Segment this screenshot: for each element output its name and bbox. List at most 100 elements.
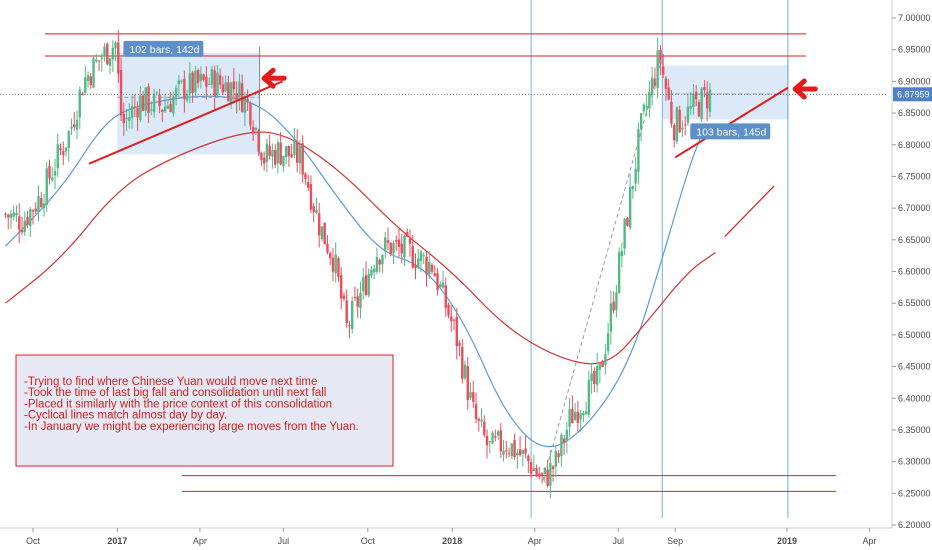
candle-body <box>172 96 175 114</box>
candle-body <box>378 259 381 265</box>
candle-body <box>551 466 555 469</box>
candle-body <box>540 473 544 475</box>
candle-body <box>26 217 29 225</box>
candle-body <box>320 226 324 240</box>
candle-body <box>67 131 70 148</box>
candle-body <box>122 113 126 124</box>
candle-body <box>428 261 431 275</box>
candle-body <box>584 411 588 415</box>
candle-body <box>524 448 527 454</box>
y-tick-label: 6.65000 <box>898 235 931 245</box>
candle-body <box>31 210 35 212</box>
projected-average-line <box>724 185 775 238</box>
candle-body <box>441 282 445 288</box>
x-tick-label: 2018 <box>442 536 462 546</box>
candle-body <box>345 300 348 324</box>
candle-body <box>218 75 222 85</box>
note-line: -Placed it similarly with the price cont… <box>24 398 332 410</box>
candle-body <box>111 47 115 60</box>
candle-body <box>623 218 626 249</box>
candle-body <box>593 370 596 385</box>
candle-body <box>213 70 216 97</box>
candle-body <box>191 72 194 93</box>
candle-body <box>425 256 428 275</box>
candle-body <box>392 243 395 254</box>
range-label: 103 bars, 145d <box>690 123 771 140</box>
candle-body <box>697 102 701 117</box>
candle-body <box>114 42 117 49</box>
moving-average-line <box>5 95 704 448</box>
candle-body <box>7 214 10 218</box>
candle-body <box>395 240 398 242</box>
candle-body <box>188 73 192 94</box>
note-line: -Took the time of last big fall and cons… <box>24 387 326 399</box>
y-tick-label: 6.80000 <box>898 140 931 150</box>
candle-body <box>51 177 54 181</box>
candle-body <box>485 435 489 446</box>
candle-body <box>488 441 492 443</box>
candle-body <box>42 203 46 208</box>
candle-body <box>59 147 62 151</box>
candle-body <box>463 364 467 379</box>
candle-body <box>414 264 417 269</box>
candle-body <box>257 130 260 152</box>
candle-body <box>579 413 582 420</box>
candle-body <box>202 74 205 80</box>
candle-body <box>108 58 112 66</box>
arrow-head <box>261 67 276 89</box>
candle-body <box>631 185 635 190</box>
x-tick-label: Jul <box>278 536 290 546</box>
candle-body <box>406 232 409 237</box>
candle-body <box>62 150 65 155</box>
candle-body <box>205 76 208 87</box>
candle-body <box>37 195 40 213</box>
note-box <box>15 354 394 467</box>
candle-body <box>150 109 153 111</box>
candle-body <box>595 366 599 385</box>
candle-body <box>238 81 241 98</box>
candle-body <box>207 83 211 85</box>
candle-body <box>73 124 76 128</box>
candle-body <box>532 468 536 471</box>
candle-body <box>664 78 668 90</box>
candle-body <box>81 93 84 96</box>
candle-body <box>681 127 684 130</box>
note-line: -In January we might be experiencing lar… <box>24 421 359 433</box>
candle-body <box>133 106 137 108</box>
x-tick-label: 2017 <box>107 536 127 546</box>
candle-body <box>529 462 533 474</box>
candle-body <box>48 165 51 179</box>
y-tick-label: 6.45000 <box>898 362 931 372</box>
candle-body <box>328 252 332 259</box>
candle-body <box>4 214 7 216</box>
candle-body <box>152 93 156 113</box>
y-tick-label: 6.35000 <box>898 425 931 435</box>
candle-body <box>538 473 541 477</box>
candle-body <box>507 452 511 454</box>
candle-body <box>183 78 186 100</box>
candle-body <box>56 144 59 169</box>
candle-body <box>543 467 547 475</box>
candle-body <box>279 142 282 165</box>
candle-body <box>609 303 613 332</box>
candle-body <box>86 75 90 82</box>
note: -Trying to find where Chinese Yuan would… <box>15 354 394 467</box>
candle-body <box>210 69 214 85</box>
candle-body <box>408 238 412 244</box>
candle-body <box>516 452 519 456</box>
candle-body <box>78 89 81 118</box>
candle-body <box>433 273 436 277</box>
y-tick-label: 6.55000 <box>898 298 931 308</box>
range-labels: 102 bars, 142d 103 bars, 145d <box>123 40 771 140</box>
candle-body <box>370 269 373 276</box>
candle-body <box>268 145 271 157</box>
candle-body <box>177 80 181 85</box>
candle-body <box>169 103 172 112</box>
candle-body <box>686 106 690 123</box>
candle-body <box>70 126 73 129</box>
candle-body <box>251 127 255 134</box>
y-tick-label: 6.70000 <box>898 203 931 213</box>
y-tick-label: 6.20000 <box>898 520 931 530</box>
candle-body <box>601 361 604 367</box>
